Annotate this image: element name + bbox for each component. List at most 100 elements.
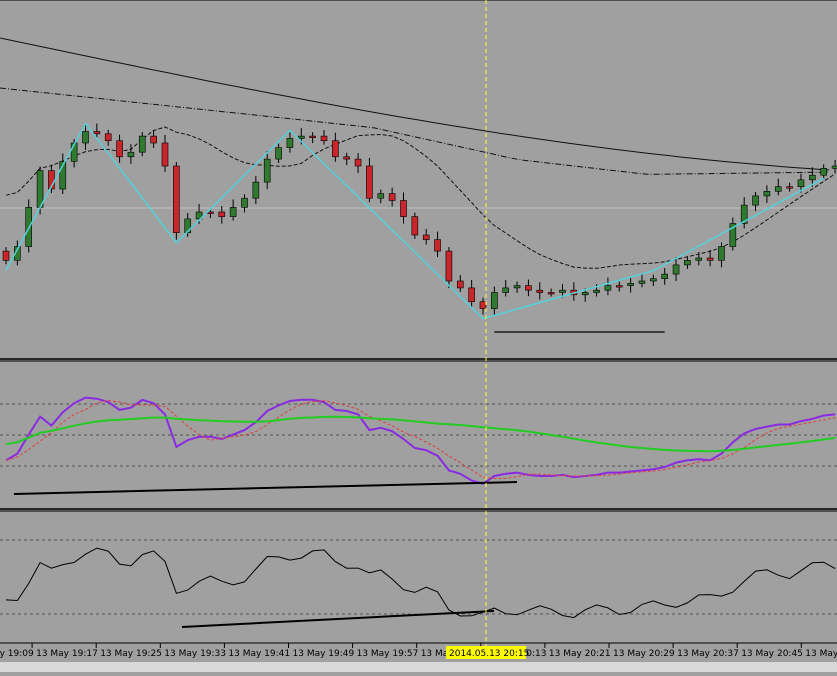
bear-candle[interactable] — [445, 250, 453, 282]
bear-candle[interactable] — [207, 211, 214, 214]
crosshair-time-label: 2014.05.13 20:15 — [449, 649, 529, 659]
bear-candle[interactable] — [366, 165, 373, 199]
bear-candle[interactable] — [411, 216, 419, 236]
bear-candle[interactable] — [615, 285, 623, 288]
axis-tick-label: 13 May 19:41 — [228, 649, 290, 659]
bull-candle[interactable] — [627, 282, 634, 286]
bull-candle[interactable] — [491, 292, 498, 309]
bull-candle[interactable] — [286, 138, 294, 148]
bull-candle[interactable] — [763, 191, 771, 197]
axis-tick-label: 13 May 19:25 — [100, 649, 162, 659]
bull-candle[interactable] — [718, 246, 725, 261]
bull-candle[interactable] — [638, 280, 646, 284]
bull-candle[interactable] — [581, 292, 589, 296]
bull-candle[interactable] — [297, 135, 305, 139]
crosshair-time-label-bg — [446, 646, 526, 659]
bear-candle[interactable] — [388, 193, 396, 201]
bear-candle[interactable] — [547, 292, 555, 295]
bear-candle[interactable] — [354, 158, 362, 167]
bull-candle[interactable] — [661, 273, 668, 280]
bear-candle[interactable] — [320, 135, 328, 142]
bear-candle[interactable] — [468, 287, 475, 302]
divergence-line — [13, 481, 518, 495]
bull-candle[interactable] — [184, 218, 192, 233]
bear-candle[interactable] — [536, 289, 544, 293]
bear-candle[interactable] — [456, 280, 464, 289]
bull-candle[interactable] — [809, 174, 816, 181]
bull-candle[interactable] — [252, 181, 260, 199]
bull-candle[interactable] — [377, 193, 385, 199]
moving-average-mid — [0, 87, 830, 175]
oscillator-panel-2[interactable] — [0, 539, 837, 644]
axis-tick-label: 13 May 20:37 — [677, 649, 739, 659]
bull-candle[interactable] — [593, 289, 600, 293]
bull-candle[interactable] — [650, 278, 657, 282]
axis-tick-label: 13 May 20:45 — [741, 649, 803, 659]
bull-candle[interactable] — [604, 285, 612, 291]
bull-candle[interactable] — [138, 135, 146, 153]
bear-candle[interactable] — [479, 301, 487, 309]
bull-candle[interactable] — [740, 204, 748, 224]
bear-candle[interactable] — [173, 165, 180, 233]
bear-candle[interactable] — [150, 135, 157, 144]
bull-candle[interactable] — [672, 264, 680, 275]
bear-candle[interactable] — [93, 131, 101, 135]
axis-tick-label: 13 May 20:53 — [805, 649, 837, 659]
oscillator-panel-1[interactable] — [0, 396, 837, 512]
bear-candle[interactable] — [786, 186, 793, 189]
bear-candle[interactable] — [525, 285, 532, 291]
bull-candle[interactable] — [820, 168, 827, 176]
bull-candle[interactable] — [774, 186, 782, 192]
axis-tick-label: 13 May 19:09 — [0, 649, 34, 659]
axis-tick-label: 13 May 19:57 — [357, 649, 419, 659]
axis-tick-label: 13 May 19:17 — [36, 649, 98, 659]
oscillator-ma-line — [5, 415, 836, 453]
bull-candle[interactable] — [82, 131, 89, 144]
axis-tick-label: 13 May 20:29 — [613, 649, 675, 659]
bear-candle[interactable] — [422, 234, 430, 240]
bear-candle[interactable] — [400, 200, 407, 217]
bear-candle[interactable] — [2, 250, 10, 261]
horizontal-scrollbar[interactable] — [0, 662, 837, 672]
oscillator2-main-line — [5, 547, 836, 619]
axis-tick-label: 13 May 20:21 — [549, 649, 611, 659]
bear-candle[interactable] — [309, 135, 316, 138]
bull-candle[interactable] — [195, 211, 203, 220]
bull-candle[interactable] — [275, 147, 282, 160]
bull-candle[interactable] — [127, 151, 135, 158]
bear-candle[interactable] — [343, 156, 351, 160]
bear-candle[interactable] — [706, 257, 714, 261]
bull-candle[interactable] — [729, 223, 737, 247]
bull-candle[interactable] — [502, 287, 510, 293]
axis-tick-label: 13 May 19:33 — [164, 649, 226, 659]
bull-candle[interactable] — [695, 257, 703, 261]
bull-candle[interactable] — [752, 195, 759, 206]
bull-candle[interactable] — [59, 161, 67, 190]
oscillator-main-line — [5, 396, 836, 485]
oscillator-signal-line — [5, 399, 836, 479]
bull-candle[interactable] — [241, 197, 248, 208]
bear-candle[interactable] — [104, 133, 112, 142]
bull-candle[interactable] — [263, 158, 271, 183]
bear-candle[interactable] — [332, 140, 339, 158]
bear-candle[interactable] — [218, 211, 226, 217]
zigzag-line — [5, 122, 825, 320]
bear-candle[interactable] — [116, 140, 123, 158]
axis-tick-label: 13 May 19:49 — [293, 649, 355, 659]
bull-candle[interactable] — [831, 165, 837, 169]
bull-candle[interactable] — [229, 207, 237, 217]
bear-candle[interactable] — [161, 142, 169, 167]
moving-average-long — [0, 37, 830, 171]
bull-candle[interactable] — [36, 170, 44, 208]
divergence-line-2 — [181, 610, 495, 628]
bull-candle[interactable] — [684, 259, 691, 266]
bull-candle[interactable] — [797, 179, 805, 188]
bull-candle[interactable] — [513, 285, 521, 289]
bear-candle[interactable] — [434, 239, 441, 252]
bull-candle[interactable] — [559, 289, 566, 293]
crosshair: 2014.05.13 20:15 — [446, 0, 529, 659]
